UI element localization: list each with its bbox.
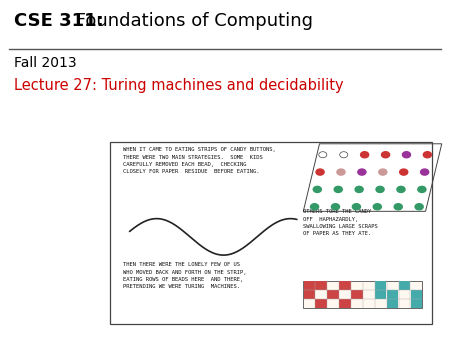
Bar: [387, 299, 398, 308]
Bar: [315, 299, 327, 308]
Circle shape: [316, 169, 324, 175]
Circle shape: [418, 186, 426, 192]
Circle shape: [400, 169, 408, 175]
Bar: [339, 281, 351, 290]
Circle shape: [423, 152, 432, 158]
Text: OTHERS TORE THE CANDY
OFF  HAPHAZARDLY,
SWALLOWING LARGE SCRAPS
OF PAPER AS THEY: OTHERS TORE THE CANDY OFF HAPHAZARDLY, S…: [303, 210, 378, 236]
Circle shape: [331, 204, 339, 210]
Circle shape: [352, 204, 360, 210]
Bar: [303, 290, 315, 299]
Text: CSE 311:: CSE 311:: [14, 12, 103, 30]
Bar: [315, 281, 327, 290]
Text: Foundations of Computing: Foundations of Computing: [70, 12, 313, 30]
Text: Fall 2013: Fall 2013: [14, 56, 76, 70]
Circle shape: [394, 204, 402, 210]
Circle shape: [355, 186, 363, 192]
Circle shape: [337, 169, 345, 175]
Circle shape: [373, 204, 381, 210]
Bar: [411, 290, 422, 299]
Circle shape: [334, 186, 342, 192]
Bar: [387, 290, 398, 299]
Bar: [327, 290, 339, 299]
Circle shape: [313, 186, 321, 192]
Bar: [399, 281, 410, 290]
Circle shape: [397, 186, 405, 192]
Text: WHEN IT CAME TO EATING STRIPS OF CANDY BUTTONS,
THERE WERE TWO MAIN STRATEGIES. : WHEN IT CAME TO EATING STRIPS OF CANDY B…: [123, 147, 276, 174]
Bar: [375, 281, 387, 290]
Circle shape: [360, 152, 369, 158]
Bar: [339, 299, 351, 308]
Bar: [303, 281, 423, 308]
Circle shape: [376, 186, 384, 192]
Circle shape: [382, 152, 390, 158]
Bar: [351, 290, 363, 299]
Bar: [110, 142, 432, 324]
Text: Lecture 27: Turing machines and decidability: Lecture 27: Turing machines and decidabi…: [14, 78, 343, 93]
Circle shape: [310, 204, 319, 210]
Circle shape: [379, 169, 387, 175]
Circle shape: [415, 204, 423, 210]
Text: THEN THERE WERE THE LONELY FEW OF US
WHO MOVED BACK AND FORTH ON THE STRIP,
EATI: THEN THERE WERE THE LONELY FEW OF US WHO…: [123, 262, 247, 289]
Circle shape: [402, 152, 410, 158]
Bar: [411, 299, 422, 308]
Bar: [303, 281, 315, 290]
Circle shape: [421, 169, 429, 175]
Circle shape: [358, 169, 366, 175]
Bar: [375, 290, 387, 299]
